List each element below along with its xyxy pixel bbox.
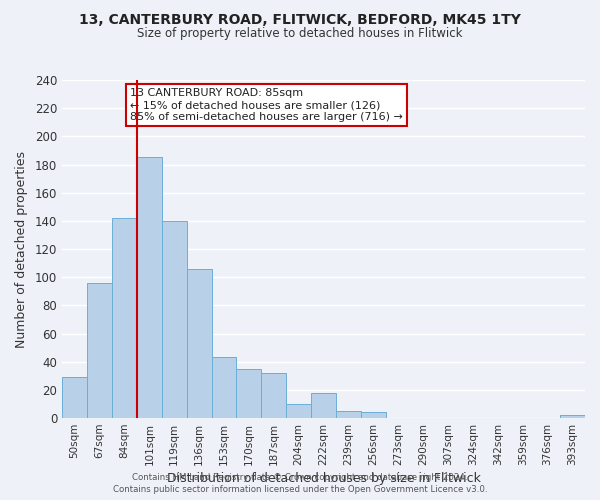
Bar	[62, 377, 87, 418]
Bar	[212, 358, 236, 418]
Text: Contains HM Land Registry data © Crown copyright and database right 2024.
Contai: Contains HM Land Registry data © Crown c…	[113, 472, 487, 494]
Bar	[162, 221, 187, 418]
X-axis label: Distribution of detached houses by size in Flitwick: Distribution of detached houses by size …	[167, 472, 481, 485]
Bar	[336, 411, 361, 418]
Bar	[560, 416, 585, 418]
Bar	[311, 392, 336, 418]
Bar	[87, 283, 112, 418]
Text: 13, CANTERBURY ROAD, FLITWICK, BEDFORD, MK45 1TY: 13, CANTERBURY ROAD, FLITWICK, BEDFORD, …	[79, 12, 521, 26]
Bar	[137, 158, 162, 418]
Text: Size of property relative to detached houses in Flitwick: Size of property relative to detached ho…	[137, 28, 463, 40]
Text: 13 CANTERBURY ROAD: 85sqm
← 15% of detached houses are smaller (126)
85% of semi: 13 CANTERBURY ROAD: 85sqm ← 15% of detac…	[130, 88, 403, 122]
Y-axis label: Number of detached properties: Number of detached properties	[15, 150, 28, 348]
Bar	[286, 404, 311, 418]
Bar	[236, 369, 262, 418]
Bar	[112, 218, 137, 418]
Bar	[187, 269, 212, 418]
Bar	[361, 412, 386, 418]
Bar	[262, 373, 286, 418]
